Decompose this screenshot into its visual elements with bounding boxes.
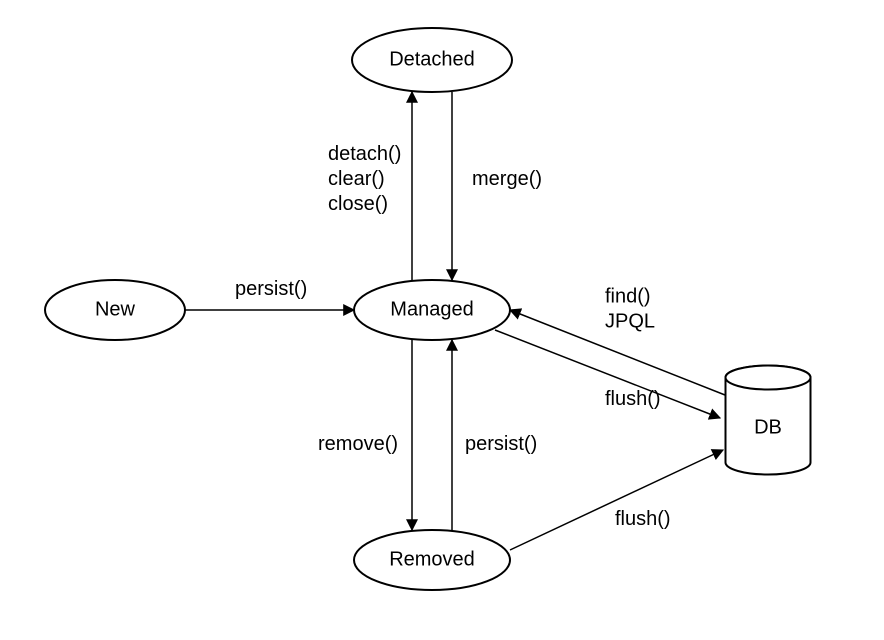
node-label-new: New [95,298,136,320]
edge-label-managed-detached: detach()clear()close() [328,143,401,215]
node-db-cap [726,366,811,390]
edge-label-removed-managed: persist() [465,433,537,455]
edge-removed-db [510,450,723,550]
node-label-detached: Detached [389,48,475,70]
edge-label-db-managed: find()JPQL [605,286,655,333]
node-label-db: DB [754,416,782,438]
edge-label-removed-db: flush() [615,508,671,530]
edge-label-managed-db: flush() [605,388,661,410]
edge-label-detached-managed: merge() [472,168,542,190]
edge-label-new-managed: persist() [235,278,307,300]
node-label-managed: Managed [390,298,473,320]
edge-label-managed-removed: remove() [318,433,398,455]
nodes: New Detached Managed Removed DB [45,28,811,590]
node-label-removed: Removed [389,548,475,570]
